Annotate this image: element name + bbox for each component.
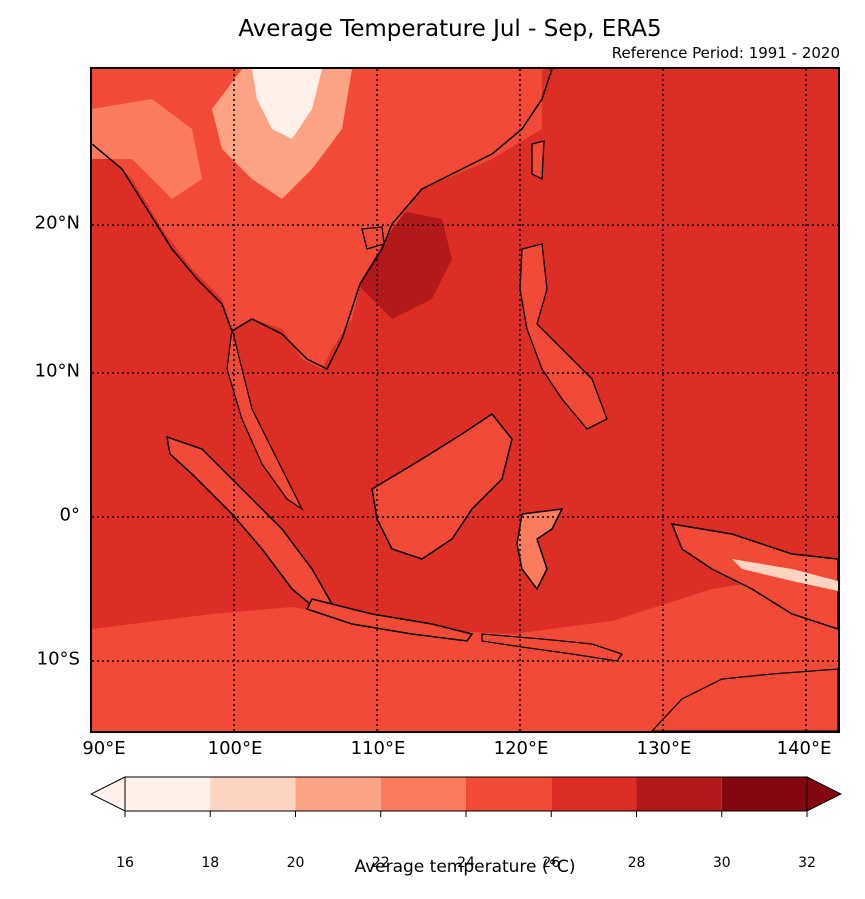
lat-label-0: 0° — [59, 504, 80, 526]
colorbar-segment — [125, 777, 211, 811]
colorbar-tick-label: 30 — [712, 855, 731, 871]
lat-label-10n: 10°N — [34, 360, 80, 382]
colorbar-segment — [721, 777, 807, 811]
colorbar-tick-label: 32 — [798, 855, 816, 871]
lon-label-120e: 120°E — [493, 738, 549, 759]
lon-label-110e: 110°E — [350, 738, 406, 759]
mainland-coastline — [92, 69, 553, 371]
colorbar-segment — [551, 777, 637, 811]
colorbar-label: Average temperature (°C) — [354, 857, 576, 877]
java — [305, 598, 474, 642]
lat-label-20n: 20°N — [34, 212, 80, 234]
map-panel — [90, 67, 840, 733]
colorbar-tick-label: 20 — [286, 855, 305, 871]
colorbar — [90, 776, 842, 817]
malay-peninsula — [226, 328, 304, 511]
lon-label-90e: 90°E — [82, 738, 126, 759]
colorbar-extend-low — [90, 776, 126, 812]
colorbar-tick-label: 18 — [201, 855, 220, 871]
new-guinea — [670, 523, 838, 630]
northern-australia — [651, 668, 838, 731]
colorbar-tick-label: 26 — [542, 855, 561, 871]
chart-title: Average Temperature Jul - Sep, ERA5 — [238, 16, 662, 42]
colorbar-tick-label: 16 — [116, 855, 134, 871]
mainland-asia — [92, 69, 542, 369]
lat-label-10s: 10°S — [36, 648, 80, 670]
colorbar-tick-label: 22 — [371, 855, 390, 871]
colorbar-segment — [210, 777, 296, 811]
colorbar-ticks — [124, 811, 808, 817]
reference-period: Reference Period: 1991 - 2020 — [611, 44, 840, 62]
colorbar-segments — [90, 776, 842, 812]
temperature-map — [92, 69, 838, 731]
colorbar-segment — [295, 777, 381, 811]
colorbar-segment — [466, 777, 552, 811]
colorbar-extend-high — [806, 776, 842, 812]
lon-label-100e: 100°E — [207, 738, 263, 759]
new-guinea-highlands — [732, 559, 838, 591]
philippines — [519, 243, 608, 430]
graticule — [92, 69, 838, 731]
plateau-cool — [92, 99, 202, 199]
sulawesi — [516, 508, 564, 591]
borneo — [371, 412, 513, 560]
colorbar-tick-label: 28 — [627, 855, 646, 871]
taiwan — [531, 140, 545, 181]
southern-cooler-band — [92, 569, 838, 731]
lon-label-130e: 130°E — [636, 738, 692, 759]
lon-label-140e: 140°E — [776, 738, 832, 759]
colorbar-segment — [380, 777, 466, 811]
colorbar-tick-label: 24 — [457, 855, 475, 871]
highlands-coldest — [252, 69, 322, 139]
colorbar-segment — [636, 777, 722, 811]
